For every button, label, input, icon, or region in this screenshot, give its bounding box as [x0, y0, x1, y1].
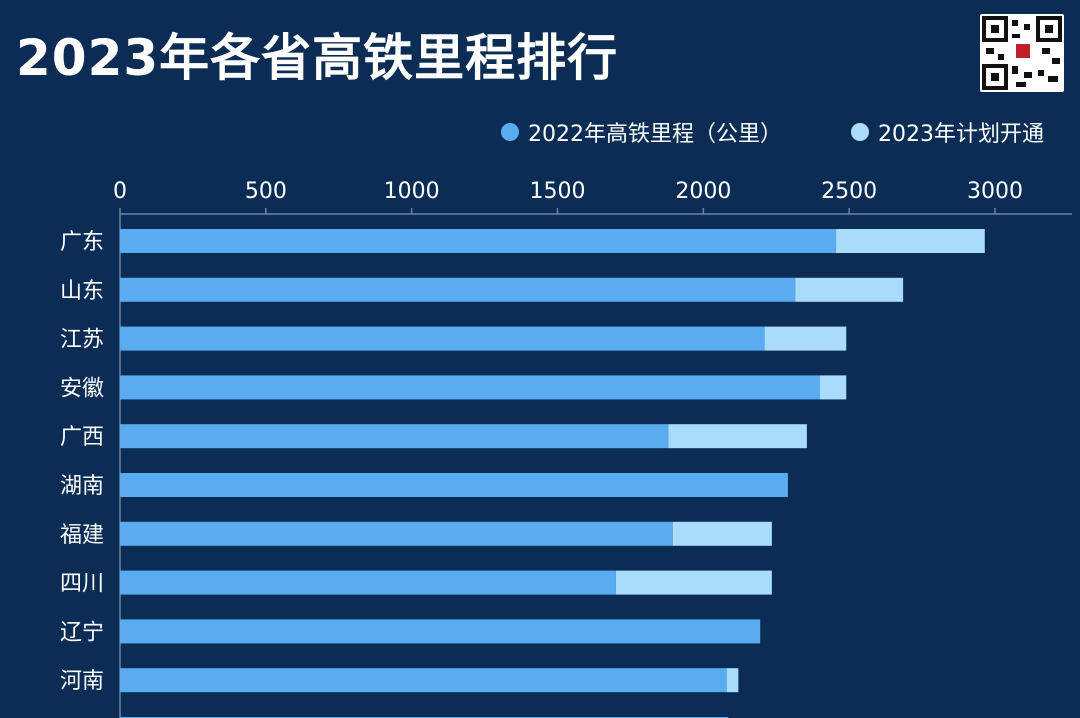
bar-base — [120, 424, 669, 449]
bar-planned — [764, 326, 847, 351]
bar-base — [120, 521, 673, 546]
bar-planned — [672, 521, 772, 546]
x-tick-label: 2000 — [675, 179, 731, 204]
bar-base — [120, 473, 788, 497]
category-label: 河南 — [60, 669, 104, 694]
qr-code-icon — [980, 14, 1064, 92]
category-label: 四川 — [60, 572, 104, 597]
category-label: 辽宁 — [60, 620, 104, 645]
legend-marker — [501, 123, 519, 141]
x-tick-label: 500 — [245, 179, 287, 204]
legend-label: 2023年计划开通 — [878, 122, 1044, 147]
bar-base — [120, 375, 820, 400]
bar-planned — [795, 277, 904, 302]
category-label: 江苏 — [60, 328, 104, 353]
bar-planned — [615, 570, 772, 595]
x-tick-label: 0 — [113, 179, 127, 204]
category-label: 广东 — [60, 230, 104, 255]
x-tick-label: 1000 — [384, 179, 440, 204]
bar-planned — [836, 229, 985, 253]
category-label: 湖南 — [60, 474, 104, 499]
legend-marker — [851, 123, 869, 141]
chart-title: 2023年各省高铁里程排行 — [16, 29, 619, 87]
x-tick-label: 3000 — [967, 179, 1023, 204]
x-tick-label: 1500 — [530, 179, 586, 204]
bar-planned — [726, 668, 739, 693]
bar-base — [120, 619, 761, 644]
bar-base — [120, 229, 837, 253]
legend-label: 2022年高铁里程（公里） — [528, 122, 782, 147]
bar-base — [120, 570, 616, 595]
bar-base — [120, 326, 765, 351]
bar-planned — [668, 424, 807, 449]
bar-base — [120, 277, 796, 302]
category-label: 广西 — [60, 425, 104, 450]
category-label: 山东 — [60, 279, 104, 304]
x-tick-label: 2500 — [821, 179, 877, 204]
category-label: 福建 — [60, 523, 104, 548]
category-label: 安徽 — [60, 376, 104, 401]
bar-planned — [820, 375, 847, 400]
bar-base — [120, 668, 727, 693]
